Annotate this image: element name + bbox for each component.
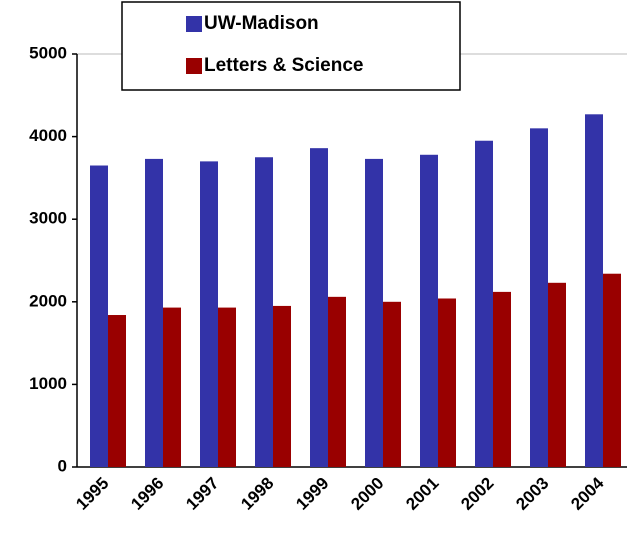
bar bbox=[255, 157, 273, 467]
y-tick-label: 1000 bbox=[29, 374, 67, 393]
x-tick-label: 2000 bbox=[347, 474, 387, 514]
legend-label: Letters & Science bbox=[204, 55, 363, 76]
bar bbox=[328, 296, 346, 467]
y-tick-label: 5000 bbox=[29, 43, 67, 62]
y-tick-label: 2000 bbox=[29, 291, 67, 310]
bar bbox=[585, 114, 603, 467]
legend-swatch bbox=[186, 16, 202, 32]
y-tick-label: 3000 bbox=[29, 209, 67, 228]
legend-label: UW-Madison bbox=[204, 13, 319, 34]
bar bbox=[145, 158, 163, 468]
bar bbox=[200, 161, 218, 467]
bar bbox=[530, 128, 548, 467]
bar bbox=[108, 315, 126, 467]
legend bbox=[121, 1, 461, 91]
y-tick-label: 0 bbox=[58, 456, 67, 475]
bar bbox=[603, 273, 621, 467]
bar bbox=[90, 165, 108, 467]
bar bbox=[438, 298, 456, 467]
bar bbox=[163, 307, 181, 467]
x-tick-label: 1997 bbox=[182, 474, 222, 514]
bar bbox=[493, 291, 511, 467]
x-tick-label: 2002 bbox=[457, 474, 497, 514]
bar bbox=[218, 307, 236, 467]
x-tick-label: 2004 bbox=[567, 473, 608, 514]
x-tick-label: 1995 bbox=[72, 474, 112, 514]
x-tick-label: 1996 bbox=[127, 474, 167, 514]
x-tick-label: 2001 bbox=[402, 474, 442, 514]
bar bbox=[475, 140, 493, 468]
x-tick-label: 1998 bbox=[237, 474, 277, 514]
bar bbox=[310, 148, 328, 467]
legend-swatch bbox=[186, 58, 202, 74]
bar bbox=[548, 282, 566, 467]
x-tick-label: 2003 bbox=[512, 474, 552, 514]
bar bbox=[420, 154, 438, 467]
x-tick-label: 1999 bbox=[292, 474, 332, 514]
bar bbox=[383, 301, 401, 467]
bar bbox=[365, 158, 383, 468]
y-tick-label: 4000 bbox=[29, 126, 67, 145]
bar bbox=[273, 305, 291, 467]
